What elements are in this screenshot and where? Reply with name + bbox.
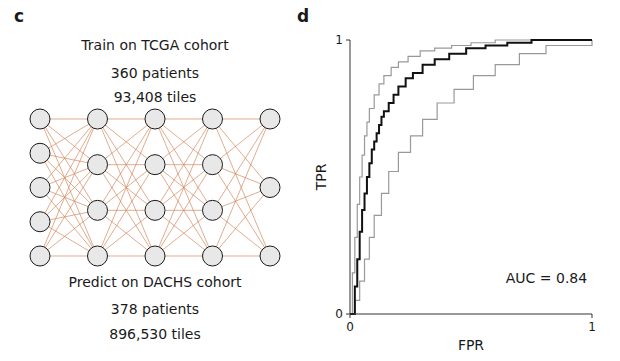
annotation: 896,530 tiles xyxy=(109,326,201,342)
nodes xyxy=(30,109,280,266)
x-tick-label: 1 xyxy=(588,320,596,334)
node xyxy=(88,155,108,175)
y-tick xyxy=(346,40,350,41)
node xyxy=(145,109,165,129)
x-tick-label: 0 xyxy=(346,320,354,334)
connection xyxy=(213,188,271,257)
y-axis xyxy=(350,40,351,314)
figure: c Train on TCGA cohort 360 patients 93,408 … xyxy=(0,0,620,361)
connections xyxy=(40,119,270,256)
connection xyxy=(98,119,156,165)
node xyxy=(260,246,280,266)
roc-curve xyxy=(350,40,592,314)
connection xyxy=(155,119,213,165)
connection xyxy=(98,119,156,165)
connection xyxy=(155,210,213,256)
node xyxy=(260,109,280,129)
node xyxy=(145,246,165,266)
x-tick xyxy=(592,314,593,318)
annotation: 360 patients xyxy=(111,65,199,81)
node xyxy=(88,200,108,220)
x-axis-label: FPR xyxy=(458,337,484,353)
node xyxy=(260,178,280,198)
plot-area xyxy=(350,40,592,314)
x-axis xyxy=(350,314,592,315)
connection xyxy=(98,119,156,256)
annotation: AUC = 0.84 xyxy=(506,270,587,286)
y-axis-label: TPR xyxy=(313,163,329,191)
node xyxy=(30,178,50,198)
node xyxy=(30,143,50,163)
roc-curve xyxy=(350,40,592,314)
node xyxy=(88,109,108,129)
roc-curve xyxy=(350,40,592,314)
node xyxy=(30,212,50,232)
connection xyxy=(98,210,156,256)
node xyxy=(30,109,50,129)
panel-label: c xyxy=(14,6,24,26)
node xyxy=(203,155,223,175)
y-tick-label: 1 xyxy=(335,33,343,47)
annotation: 378 patients xyxy=(111,301,199,317)
y-tick xyxy=(346,314,350,315)
node xyxy=(203,200,223,220)
connection xyxy=(98,119,156,256)
panel-label: d xyxy=(297,6,309,26)
connection xyxy=(213,119,271,188)
connection xyxy=(213,210,271,256)
node xyxy=(203,109,223,129)
connection xyxy=(213,119,271,165)
node xyxy=(145,200,165,220)
annotation: Train on TCGA cohort xyxy=(80,37,229,53)
annotation: 93,408 tiles xyxy=(114,89,197,105)
node xyxy=(30,246,50,266)
y-tick-label: 0 xyxy=(335,307,343,321)
connection xyxy=(155,119,213,256)
connection xyxy=(98,210,156,256)
node xyxy=(145,155,165,175)
connection xyxy=(155,119,213,165)
x-tick xyxy=(350,314,351,318)
node xyxy=(203,246,223,266)
node xyxy=(88,246,108,266)
connection xyxy=(155,210,213,256)
connection xyxy=(155,119,213,256)
annotation: Predict on DACHS cohort xyxy=(68,274,242,290)
